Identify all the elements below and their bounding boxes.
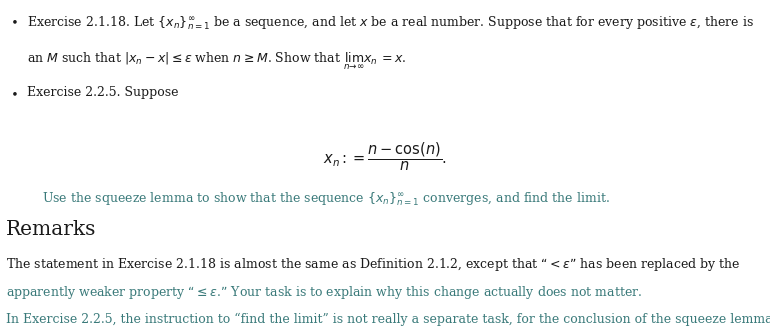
Text: Remarks: Remarks	[6, 220, 96, 239]
Text: apparently weaker property “$\leq \varepsilon$.” Your task is to explain why thi: apparently weaker property “$\leq \varep…	[6, 284, 642, 301]
Text: The statement in Exercise 2.1.18 is almost the same as Definition 2.1.2, except : The statement in Exercise 2.1.18 is almo…	[6, 256, 741, 273]
Text: an $M$ such that $|x_n - x| \leq \varepsilon$ when $n \geq M$. Show that $\lim_{: an $M$ such that $|x_n - x| \leq \vareps…	[27, 51, 407, 72]
Text: Use the squeeze lemma to show that the sequence $\{x_n\}_{n=1}^{\infty}$ converg: Use the squeeze lemma to show that the s…	[42, 191, 610, 208]
Text: $\bullet$: $\bullet$	[10, 86, 18, 99]
Text: $\bullet$: $\bullet$	[10, 15, 18, 28]
Text: $x_n := \dfrac{n - \cos(n)}{n}.$: $x_n := \dfrac{n - \cos(n)}{n}.$	[323, 140, 447, 173]
Text: In Exercise 2.2.5, the instruction to “find the limit” is not really a separate : In Exercise 2.2.5, the instruction to “f…	[6, 313, 770, 326]
Text: Exercise 2.1.18. Let $\{x_n\}_{n=1}^{\infty}$ be a sequence, and let $x$ be a re: Exercise 2.1.18. Let $\{x_n\}_{n=1}^{\in…	[27, 15, 754, 32]
Text: Exercise 2.2.5. Suppose: Exercise 2.2.5. Suppose	[27, 86, 179, 99]
